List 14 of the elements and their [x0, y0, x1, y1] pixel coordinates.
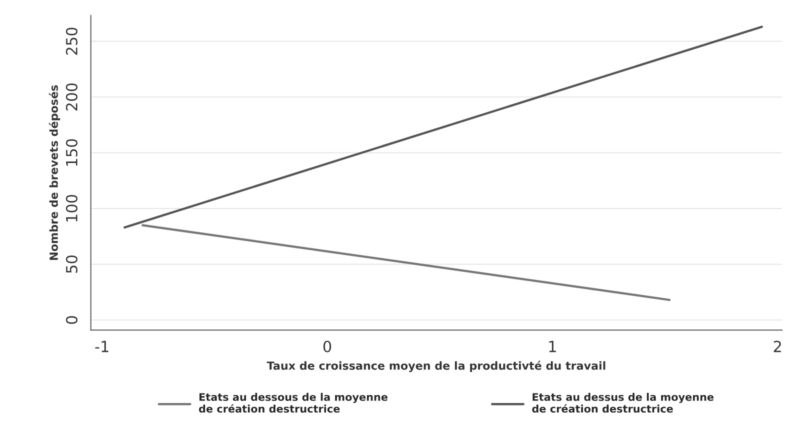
- x-tick-label: 2: [774, 340, 781, 352]
- legend-label: Etats au dessous de la moyenne de création destructrice: [198, 392, 388, 413]
- x-axis-title: Taux de croissance moyen de la productivté du travail: [266, 360, 606, 372]
- y-tick-label: 0: [66, 316, 78, 324]
- y-tick-label: 200: [66, 83, 78, 110]
- y-tick-label: 50: [66, 256, 78, 273]
- legend-label: Etats au dessus de la moyenne de création destructrice: [532, 392, 714, 413]
- x-tick-label: 1: [549, 340, 556, 352]
- x-tick-label: -1: [95, 340, 108, 352]
- y-tick-label: 100: [66, 194, 78, 222]
- y-tick-label: 250: [66, 28, 78, 55]
- y-tick-label: 150: [66, 139, 78, 166]
- x-tick-label: 0: [323, 340, 332, 352]
- y-axis-title: Nombre de brevets déposés: [48, 85, 60, 260]
